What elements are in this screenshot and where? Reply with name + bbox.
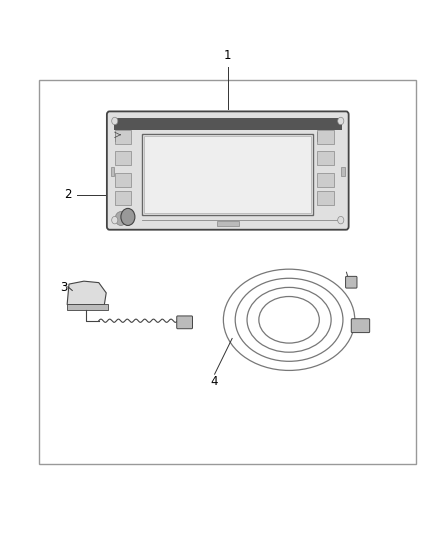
Bar	[317, 130, 334, 144]
Bar	[317, 173, 334, 187]
Bar	[39, 80, 416, 464]
FancyBboxPatch shape	[346, 276, 357, 288]
Bar	[144, 136, 311, 213]
Bar	[217, 221, 239, 226]
Bar	[111, 166, 114, 176]
Circle shape	[112, 117, 118, 125]
Bar	[142, 134, 313, 215]
Bar	[115, 151, 131, 165]
Bar	[115, 191, 131, 205]
FancyBboxPatch shape	[177, 316, 193, 329]
Bar	[317, 151, 334, 165]
Circle shape	[112, 216, 118, 224]
FancyBboxPatch shape	[107, 111, 349, 230]
Circle shape	[338, 117, 344, 125]
Polygon shape	[67, 281, 106, 305]
FancyBboxPatch shape	[351, 319, 370, 333]
Bar	[341, 166, 345, 176]
Circle shape	[121, 208, 135, 225]
Text: 4: 4	[211, 375, 219, 387]
Circle shape	[115, 212, 127, 225]
Text: 2: 2	[64, 188, 72, 201]
Bar	[317, 191, 334, 205]
Bar	[114, 118, 342, 130]
Circle shape	[338, 216, 344, 224]
Text: 1: 1	[224, 50, 232, 62]
Bar	[115, 132, 124, 141]
Text: 3: 3	[60, 281, 67, 294]
Bar	[317, 132, 327, 141]
Bar	[67, 304, 108, 310]
Bar	[115, 173, 131, 187]
Bar	[115, 130, 131, 144]
